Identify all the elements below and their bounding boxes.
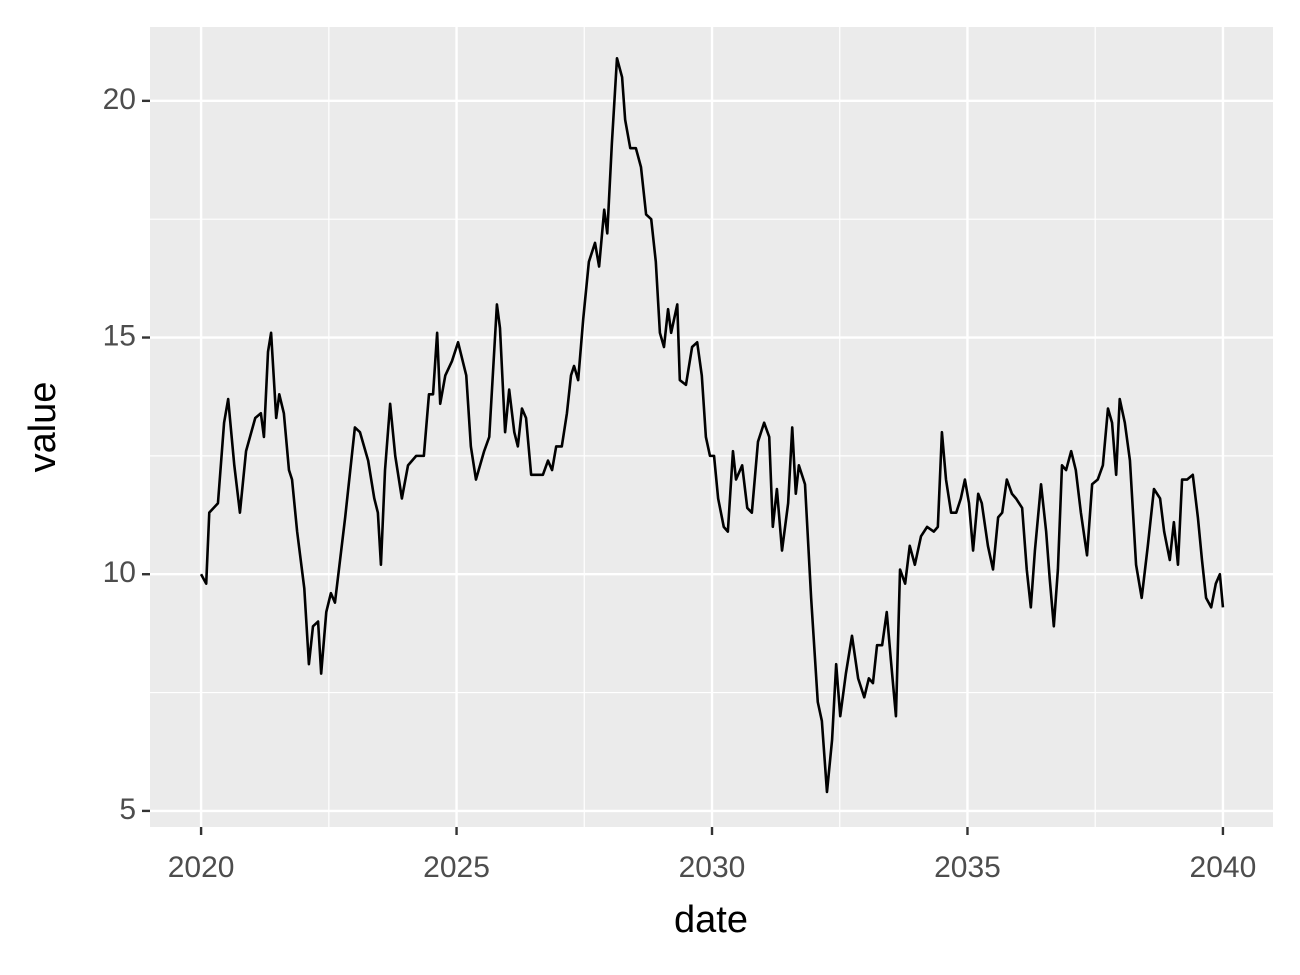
y-axis-title: value (22, 382, 64, 473)
x-tick-label: 2035 (934, 851, 1001, 884)
x-tick-label: 2020 (168, 851, 235, 884)
y-tick-label: 20 (103, 83, 136, 116)
y-tick-label: 5 (119, 793, 136, 826)
y-tick-label: 15 (103, 319, 136, 352)
x-tick-label: 2040 (1190, 851, 1257, 884)
x-tick-label: 2025 (423, 851, 490, 884)
x-tick-label: 2030 (679, 851, 746, 884)
line (199, 56, 1225, 794)
x-axis-title: date (674, 899, 748, 941)
y-tick-label: 10 (103, 556, 136, 589)
